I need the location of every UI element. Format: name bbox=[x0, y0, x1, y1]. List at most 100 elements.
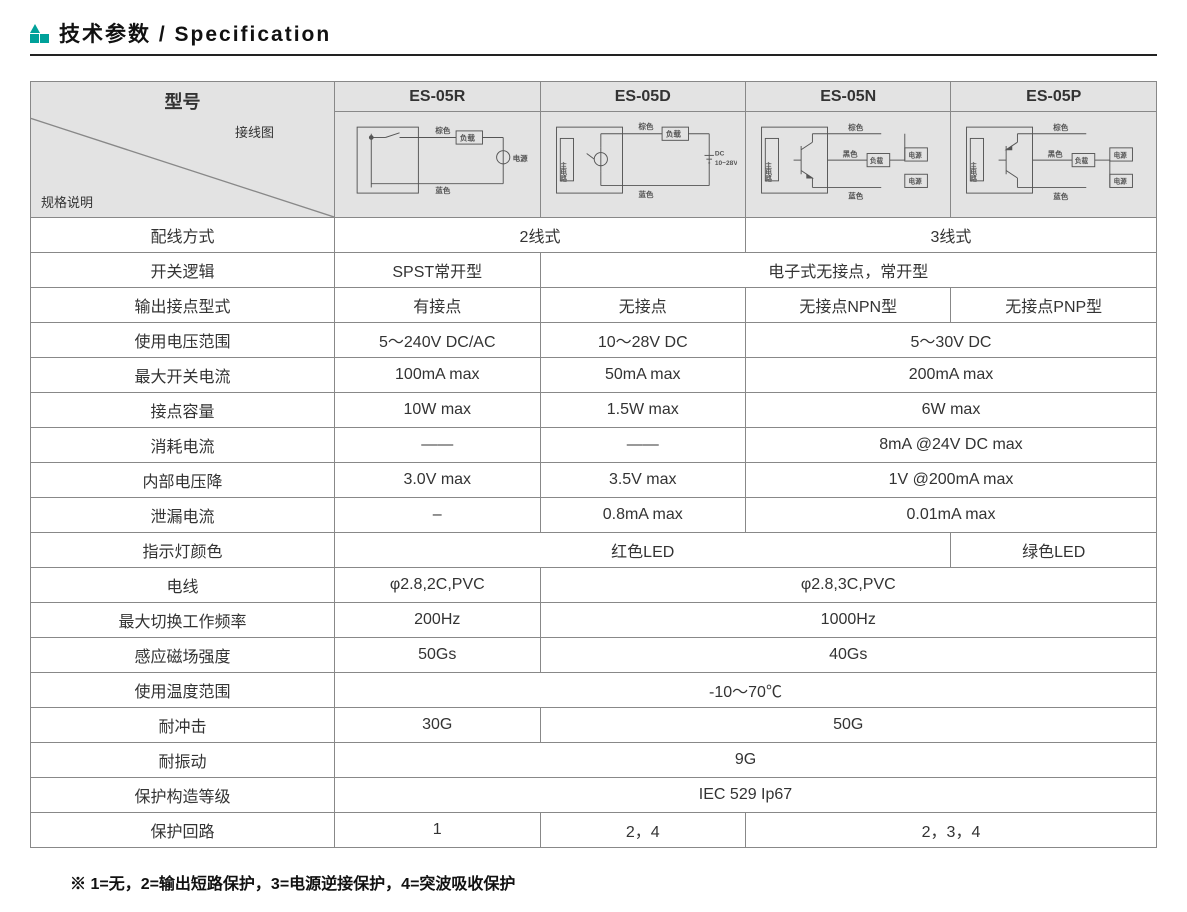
model-header-1: ES-05D bbox=[540, 82, 745, 112]
lbl-power: 电源 bbox=[1114, 150, 1128, 159]
row-label: 输出接点型式 bbox=[31, 288, 335, 323]
row-label: 最大开关电流 bbox=[31, 358, 335, 393]
cell: – bbox=[335, 498, 540, 533]
cell: 100mA max bbox=[335, 358, 540, 393]
section-title: 技术参数 / Specification bbox=[59, 18, 331, 48]
table-row: 消耗电流————8mA @24V DC max bbox=[31, 428, 1157, 463]
lbl-blue: 蓝色 bbox=[848, 191, 864, 201]
cell: 1V @200mA max bbox=[745, 463, 1156, 498]
lbl-brown: 棕色 bbox=[434, 125, 451, 135]
table-row: 开关逻辑SPST常开型电子式无接点，常开型 bbox=[31, 253, 1157, 288]
cell: 30G bbox=[335, 708, 540, 743]
lbl-dc1: DC bbox=[714, 150, 724, 157]
lbl-main: 主电路 bbox=[969, 161, 977, 183]
cell: 5～240V DC/AC bbox=[335, 323, 540, 358]
lbl-dc2: 10~28V bbox=[714, 160, 737, 167]
cell: 10～28V DC bbox=[540, 323, 745, 358]
cell: 3.5V max bbox=[540, 463, 745, 498]
row-label: 感应磁场强度 bbox=[31, 638, 335, 673]
model-header-2: ES-05N bbox=[745, 82, 950, 112]
lbl-brown: 棕色 bbox=[847, 122, 864, 132]
table-row: 保护回路12，42，3，4 bbox=[31, 813, 1157, 848]
cell: 8mA @24V DC max bbox=[745, 428, 1156, 463]
spec-note-label: 规格说明 bbox=[41, 192, 93, 211]
lbl-brown: 棕色 bbox=[1053, 122, 1070, 132]
lbl-power2: 电源 bbox=[1114, 177, 1128, 186]
lbl-power: 电源 bbox=[513, 153, 529, 163]
cell: 无接点 bbox=[540, 288, 745, 323]
row-label: 使用电压范围 bbox=[31, 323, 335, 358]
cell: IEC 529 Ip67 bbox=[335, 778, 1157, 813]
lbl-blue: 蓝色 bbox=[638, 189, 654, 199]
table-row: 最大开关电流100mA max50mA max200mA max bbox=[31, 358, 1157, 393]
cell: 3.0V max bbox=[335, 463, 540, 498]
cell: -10～70℃ bbox=[335, 673, 1157, 708]
cell: 0.8mA max bbox=[540, 498, 745, 533]
spec-body: 配线方式2线式3线式开关逻辑SPST常开型电子式无接点，常开型输出接点型式有接点… bbox=[31, 218, 1157, 848]
cell: 无接点PNP型 bbox=[951, 288, 1157, 323]
table-row: 输出接点型式有接点无接点无接点NPN型无接点PNP型 bbox=[31, 288, 1157, 323]
cell: —— bbox=[335, 428, 540, 463]
table-row: 泄漏电流–0.8mA max0.01mA max bbox=[31, 498, 1157, 533]
table-row: 感应磁场强度50Gs40Gs bbox=[31, 638, 1157, 673]
lbl-power2: 电源 bbox=[909, 177, 923, 186]
row-label: 内部电压降 bbox=[31, 463, 335, 498]
model-header-3: ES-05P bbox=[951, 82, 1157, 112]
cell: 1 bbox=[335, 813, 540, 848]
table-row: 电线φ2.8,2C,PVCφ2.8,3C,PVC bbox=[31, 568, 1157, 603]
lbl-blue: 蓝色 bbox=[1054, 191, 1070, 201]
lbl-blue: 蓝色 bbox=[435, 185, 451, 195]
wiring-label: 接线图 bbox=[235, 122, 274, 141]
diagram-es05d: 主电路 棕色 负载 DC 10~28V 蓝色 bbox=[540, 112, 745, 218]
cell: 10W max bbox=[335, 393, 540, 428]
lbl-load: 负载 bbox=[665, 129, 681, 139]
row-label: 保护回路 bbox=[31, 813, 335, 848]
table-row: 内部电压降3.0V max3.5V max1V @200mA max bbox=[31, 463, 1157, 498]
row-label: 消耗电流 bbox=[31, 428, 335, 463]
cell: 红色LED bbox=[335, 533, 951, 568]
row-label: 耐冲击 bbox=[31, 708, 335, 743]
lbl-main: 主电路 bbox=[764, 161, 772, 183]
table-row: 耐振动9G bbox=[31, 743, 1157, 778]
table-row: 耐冲击30G50G bbox=[31, 708, 1157, 743]
row-label: 最大切换工作频率 bbox=[31, 603, 335, 638]
cell: 1000Hz bbox=[540, 603, 1157, 638]
lbl-load: 负载 bbox=[460, 132, 476, 142]
cell: 50mA max bbox=[540, 358, 745, 393]
cell: 6W max bbox=[745, 393, 1156, 428]
cell: φ2.8,3C,PVC bbox=[540, 568, 1157, 603]
cell: 5～30V DC bbox=[745, 323, 1156, 358]
cell: 9G bbox=[335, 743, 1157, 778]
cell: 2，3，4 bbox=[745, 813, 1156, 848]
table-row: 使用温度范围-10～70℃ bbox=[31, 673, 1157, 708]
section-icon bbox=[30, 24, 49, 43]
lbl-power: 电源 bbox=[909, 150, 923, 159]
cell: 40Gs bbox=[540, 638, 1157, 673]
lbl-black: 黑色 bbox=[843, 148, 859, 158]
cell: 绿色LED bbox=[951, 533, 1157, 568]
cell: 3线式 bbox=[745, 218, 1156, 253]
table-row: 使用电压范围5～240V DC/AC10～28V DC5～30V DC bbox=[31, 323, 1157, 358]
cell: 无接点NPN型 bbox=[745, 288, 950, 323]
lbl-load: 负载 bbox=[1075, 156, 1089, 165]
cell: 2线式 bbox=[335, 218, 746, 253]
lbl-load: 负载 bbox=[870, 156, 884, 165]
cell: 有接点 bbox=[335, 288, 540, 323]
cell: 2，4 bbox=[540, 813, 745, 848]
row-label: 泄漏电流 bbox=[31, 498, 335, 533]
lbl-black: 黑色 bbox=[1048, 148, 1064, 158]
row-label: 电线 bbox=[31, 568, 335, 603]
row-label: 配线方式 bbox=[31, 218, 335, 253]
cell: 1.5W max bbox=[540, 393, 745, 428]
footnote: ※ 1=无，2=输出短路保护，3=电源逆接保护，4=突波吸收保护 bbox=[30, 870, 1157, 894]
cell: 0.01mA max bbox=[745, 498, 1156, 533]
header-row-1: 型号 接线图 规格说明 ES-05R ES-05D ES-05N ES-05P bbox=[31, 82, 1157, 112]
table-row: 指示灯颜色红色LED绿色LED bbox=[31, 533, 1157, 568]
row-label: 开关逻辑 bbox=[31, 253, 335, 288]
cell: 200mA max bbox=[745, 358, 1156, 393]
table-row: 最大切换工作频率200Hz1000Hz bbox=[31, 603, 1157, 638]
cell: —— bbox=[540, 428, 745, 463]
table-row: 配线方式2线式3线式 bbox=[31, 218, 1157, 253]
spec-table: 型号 接线图 规格说明 ES-05R ES-05D ES-05N ES-05P bbox=[30, 81, 1157, 848]
cell: 200Hz bbox=[335, 603, 540, 638]
